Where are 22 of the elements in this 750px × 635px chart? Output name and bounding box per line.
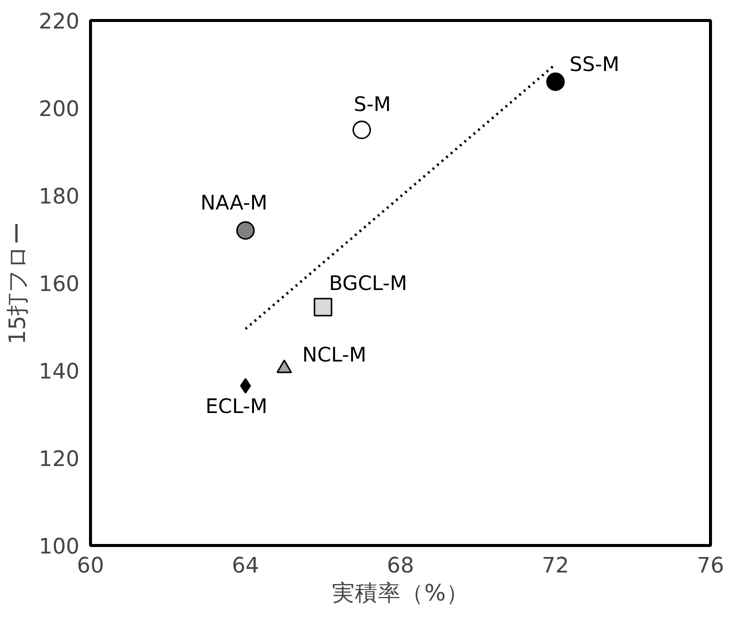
series-label: NCL-M	[302, 342, 366, 366]
y-tick-label: 180	[38, 184, 80, 210]
y-tick-label: 120	[38, 447, 80, 472]
y-tick-label: 140	[38, 360, 80, 384]
y-tick-label: 220	[38, 10, 80, 34]
series-label: S-M	[354, 92, 391, 116]
y-tick-label: 200	[38, 97, 80, 122]
x-axis-title: 実積率（%）	[332, 580, 469, 606]
series-label: SS-M	[570, 52, 620, 76]
point	[352, 120, 371, 140]
series-label: ECL-M	[206, 394, 268, 418]
x-tick-label: 76	[696, 554, 724, 578]
series-label: BGCL-M	[329, 271, 408, 296]
x-tick-label: 64	[232, 554, 260, 578]
point	[314, 298, 332, 316]
point	[546, 72, 565, 91]
x-tick-label: 68	[386, 554, 414, 578]
y-tick-label: 160	[38, 272, 80, 297]
x-tick-label: 72	[542, 554, 570, 578]
series-label: NAA-M	[200, 190, 268, 214]
point	[236, 221, 255, 240]
y-axis-title: 15打フロー	[4, 222, 31, 344]
